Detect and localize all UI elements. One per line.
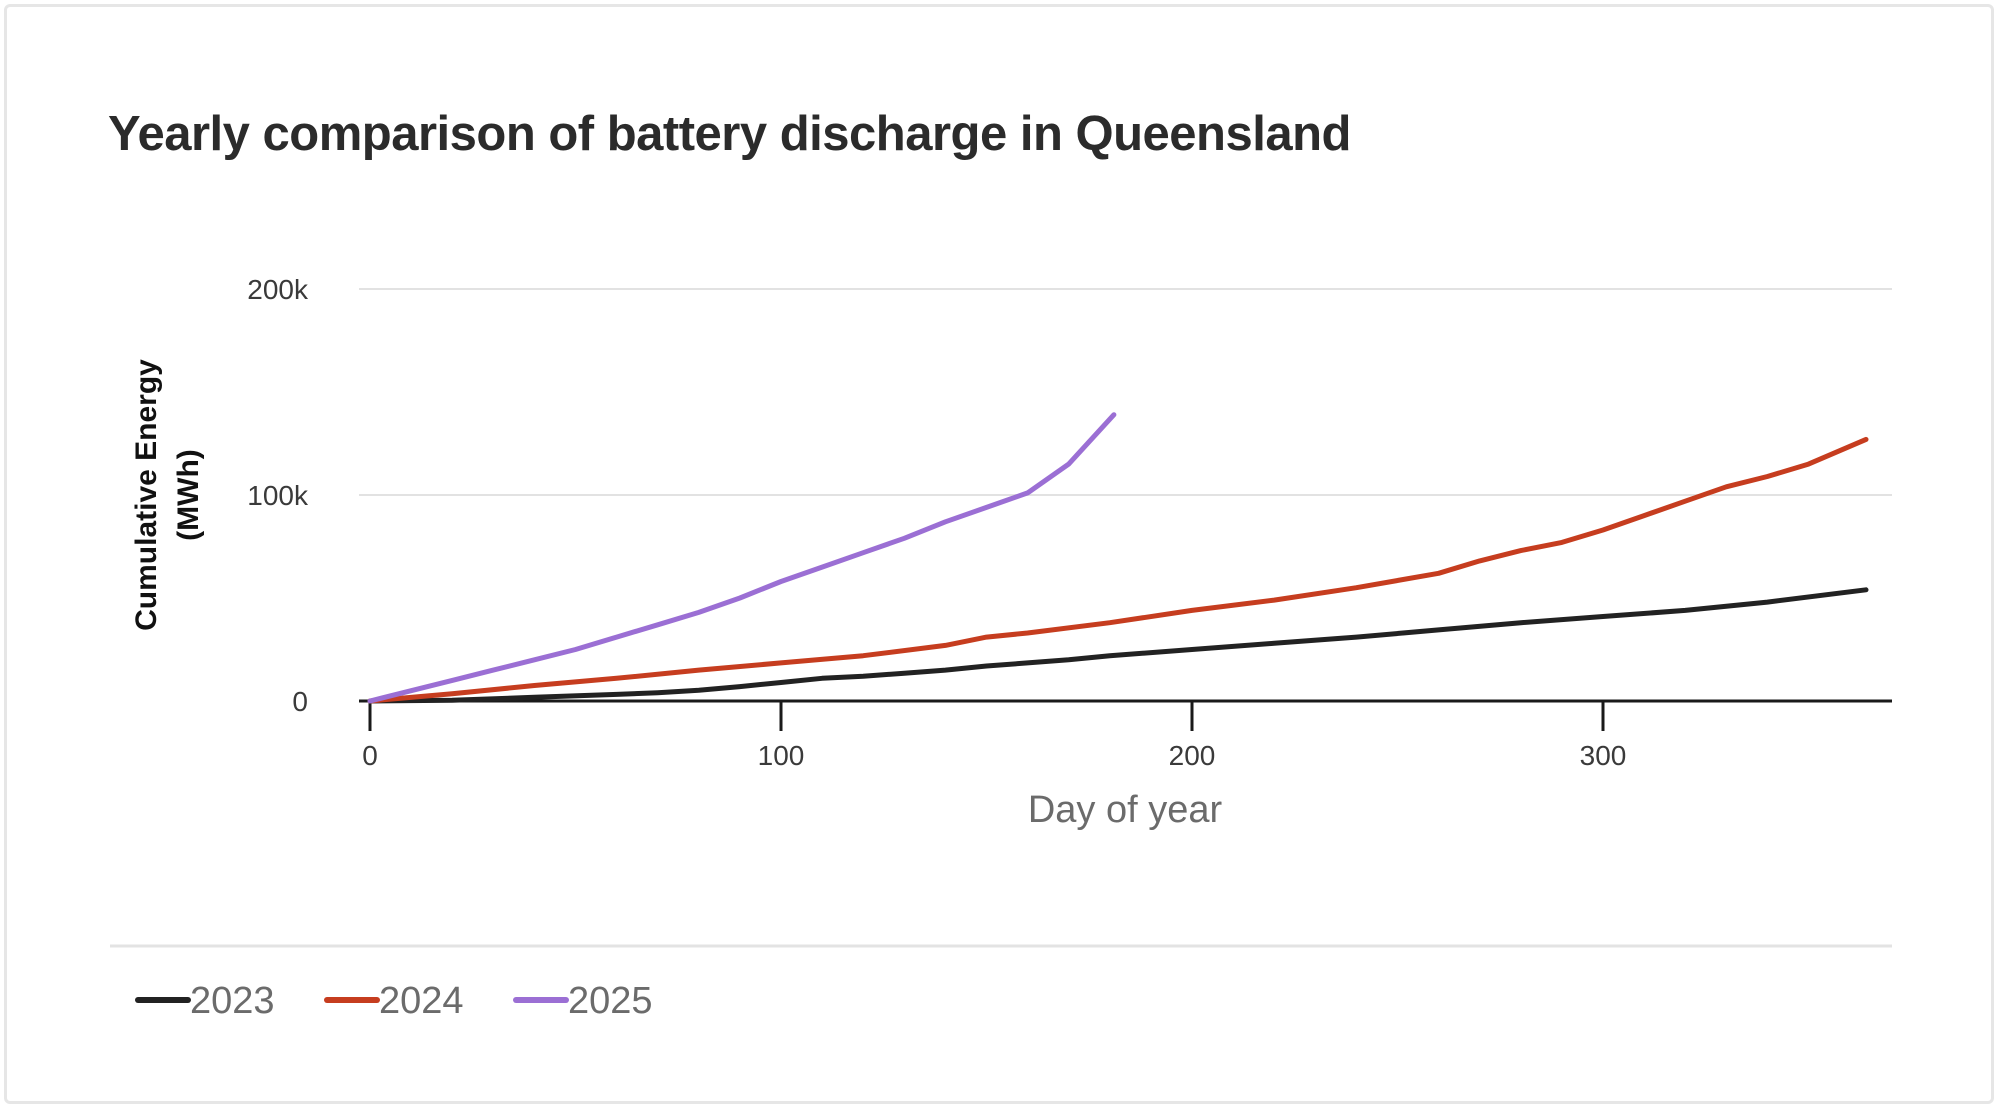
chart-card — [4, 4, 1994, 1104]
x-tick-label: 0 — [362, 740, 378, 771]
series-line-2024 — [367, 436, 1869, 704]
y-tick-label: 200k — [247, 274, 309, 305]
gridlines — [359, 288, 1892, 496]
legend: 2023 2024 2025 — [135, 980, 653, 1022]
y-tick-labels: 0 100k 200k — [247, 274, 309, 717]
y-tick-label: 0 — [292, 686, 308, 717]
y-tick-label: 100k — [247, 480, 309, 511]
y-axis-title-line-2: (MWh) — [172, 449, 205, 541]
legend-label-2024: 2024 — [379, 980, 464, 1022]
x-tick-label: 200 — [1169, 740, 1216, 771]
x-axis-title: Day of year — [1028, 789, 1223, 831]
series-line-2025 — [367, 412, 1117, 704]
x-tick-label: 300 — [1580, 740, 1627, 771]
series-lines — [367, 412, 1869, 704]
legend-label-2025: 2025 — [568, 980, 653, 1022]
x-axis: 0 100 200 300 — [359, 699, 1892, 771]
y-axis-title-line-1: Cumulative Energy — [130, 359, 163, 631]
chart-title: Yearly comparison of battery discharge i… — [108, 107, 1351, 161]
series-line-2023 — [367, 587, 1869, 704]
legend-label-2023: 2023 — [190, 980, 275, 1022]
y-axis-title: Cumulative Energy (MWh) — [130, 359, 205, 631]
x-tick-label: 100 — [758, 740, 805, 771]
